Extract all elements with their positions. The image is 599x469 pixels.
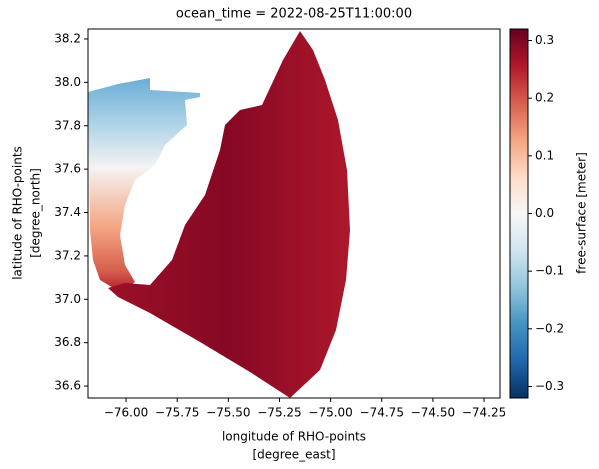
y-tick-label: 37.2 — [54, 248, 81, 262]
x-tick-label: −75.50 — [206, 406, 250, 420]
colorbar-tick-label: −0.2 — [535, 321, 564, 335]
y-tick-label: 36.8 — [54, 335, 81, 349]
y-tick-label: 38.0 — [54, 75, 81, 89]
y-tick-label: 37.6 — [54, 162, 81, 176]
colorbar-tick-label: −0.1 — [535, 264, 564, 278]
colorbar-label: free-surface [meter] — [575, 152, 589, 274]
colorbar-tick-label: 0.1 — [535, 148, 554, 162]
y-tick-label: 37.0 — [54, 292, 81, 306]
x-tick-label: −76.00 — [104, 406, 148, 420]
field-strip — [88, 78, 200, 292]
x-axis-label: longitude of RHO-points — [222, 430, 366, 444]
x-tick-label: −75.25 — [257, 406, 301, 420]
colorbar-tick-label: 0.0 — [535, 206, 554, 220]
x-tick-label: −75.75 — [155, 406, 199, 420]
field-east — [108, 31, 350, 398]
y-tick-label: 37.4 — [54, 205, 81, 219]
y-axis-label: latitude of RHO-points — [11, 146, 25, 280]
x-tick-label: −74.50 — [411, 406, 455, 420]
x-axis-label: [degree_east] — [252, 448, 335, 462]
colorbar-tick-label: 0.3 — [535, 33, 554, 47]
chart-title: ocean_time = 2022-08-25T11:00:00 — [176, 7, 412, 22]
y-tick-label: 38.2 — [54, 31, 81, 45]
colorbar-tick-label: −0.3 — [535, 379, 564, 393]
y-tick-label: 37.8 — [54, 118, 81, 132]
y-axis-label: [degree_north] — [29, 168, 43, 258]
x-tick-label: −74.75 — [360, 406, 404, 420]
y-tick-label: 36.6 — [54, 379, 81, 393]
x-tick-label: −75.00 — [308, 406, 352, 420]
colorbar-tick-label: 0.2 — [535, 91, 554, 105]
field — [88, 31, 350, 398]
x-tick-label: −74.25 — [462, 406, 506, 420]
axes-frame — [87, 28, 501, 399]
colorbar — [509, 28, 529, 399]
